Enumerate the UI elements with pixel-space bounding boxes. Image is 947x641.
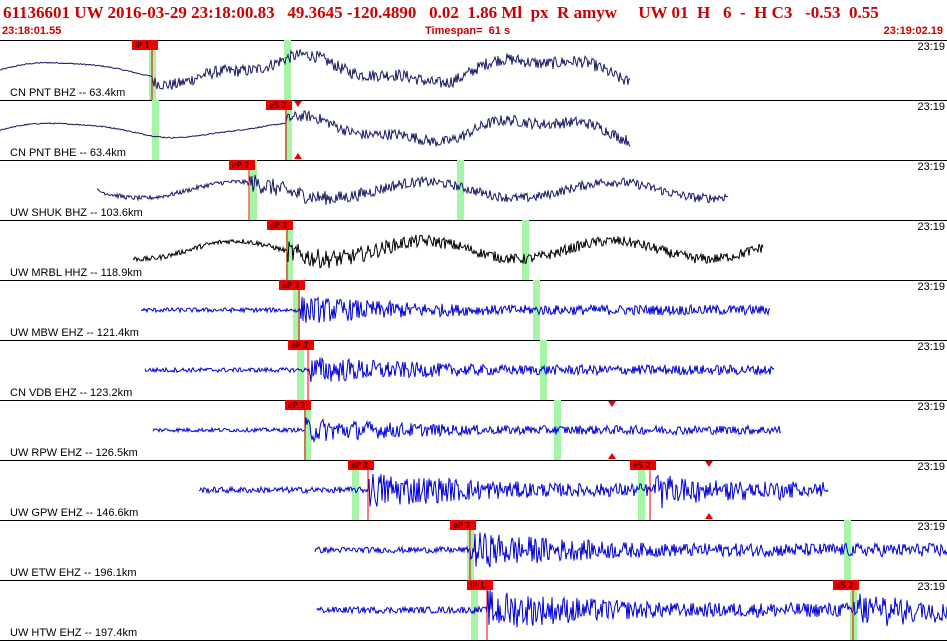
- timespan-label: Timespan= 61 s: [425, 25, 511, 37]
- waveform-trace: [198, 473, 829, 509]
- channel-label: CN PNT BHZ -- 63.4km: [10, 87, 126, 99]
- channel-label: UW GPW EHZ -- 146.6km: [10, 507, 139, 519]
- pick-label: eS 2: [836, 581, 854, 590]
- pick-label: eP 2: [291, 341, 308, 350]
- window-highlight: [533, 280, 540, 340]
- channel-label: UW ETW EHZ -- 196.1km: [10, 567, 137, 579]
- trace-canvas[interactable]: eP 2 eS 2: [0, 460, 947, 520]
- trace-panel[interactable]: iP 1 eS 2 UW HTW EHZ -- 197.4km 23:19: [0, 580, 947, 641]
- trace-canvas[interactable]: eP 2: [0, 160, 947, 220]
- pick-flag[interactable]: [267, 220, 293, 230]
- pick-label: eS 2: [269, 101, 287, 110]
- waveform-trace: [314, 532, 947, 568]
- pick-label: eP 2: [288, 401, 305, 410]
- pick-flag[interactable]: [132, 40, 158, 50]
- seismogram-panels[interactable]: iP 1 CN PNT BHZ -- 63.4km 23:19 eS 2 CN PNT …: [0, 40, 947, 641]
- pick-flag[interactable]: [348, 460, 374, 470]
- window-highlight: [286, 220, 293, 280]
- amplitude-marker-bottom: [608, 453, 616, 459]
- trace-canvas[interactable]: eP 2: [0, 340, 947, 400]
- time-tick-label: 23:19: [917, 461, 945, 473]
- trace-canvas[interactable]: eP 2: [0, 400, 947, 460]
- pick-flag[interactable]: [266, 100, 292, 110]
- channel-label: CN PNT BHE -- 63.4km: [10, 147, 126, 159]
- trace-panel[interactable]: eP 2 UW MBW EHZ -- 121.4km 23:19: [0, 280, 947, 341]
- amplitude-marker-top: [294, 101, 302, 107]
- time-tick-label: 23:19: [917, 161, 945, 173]
- trace-panel[interactable]: eP 2 UW ETW EHZ -- 196.1km 23:19: [0, 520, 947, 581]
- window-highlight: [284, 40, 291, 100]
- channel-label: UW HTW EHZ -- 197.4km: [10, 627, 138, 639]
- window-highlight: [638, 460, 645, 520]
- trace-panel[interactable]: eS 2 CN PNT BHE -- 63.4km 23:19: [0, 100, 947, 161]
- trace-canvas[interactable]: eP 2: [0, 520, 947, 580]
- channel-label: UW RPW EHZ -- 126.5km: [10, 447, 138, 459]
- pick-label: eP 2: [232, 161, 249, 170]
- pick-label: eS 2: [633, 461, 651, 470]
- time-tick-label: 23:19: [917, 341, 945, 353]
- waveform-trace: [144, 356, 775, 382]
- end-time: 23:19:02.19: [883, 25, 943, 37]
- window-highlight: [152, 100, 159, 160]
- pick-flag[interactable]: [630, 460, 656, 470]
- pick-label: eP 2: [282, 281, 299, 290]
- trace-panel[interactable]: eP 2 UW SHUK BHZ -- 103.6km 23:19: [0, 160, 947, 221]
- pick-flag[interactable]: [833, 580, 859, 590]
- channel-label: CN VDB EHZ -- 123.2km: [10, 387, 133, 399]
- window-highlight: [304, 400, 311, 460]
- trace-canvas[interactable]: iP 1 eS 2: [0, 580, 947, 640]
- window-highlight: [457, 160, 464, 220]
- pick-flag[interactable]: [229, 160, 255, 170]
- pick-label: iP 1: [135, 41, 150, 50]
- waveform-trace: [96, 174, 729, 206]
- waveform-trace: [0, 49, 631, 90]
- trace-panel[interactable]: eP 2 CN VDB EHZ -- 123.2km 23:19: [0, 340, 947, 401]
- pick-flag[interactable]: [288, 340, 314, 350]
- channel-label: UW MRBL HHZ -- 118.9km: [10, 267, 143, 279]
- pick-label: eP 2: [270, 221, 287, 230]
- pick-flag[interactable]: [467, 580, 493, 590]
- waveform-trace: [316, 589, 947, 628]
- window-highlight: [293, 280, 300, 340]
- window-header: 61136601 UW 2016-03-29 23:18:00.83 49.36…: [0, 0, 947, 41]
- pick-flag[interactable]: [450, 520, 476, 530]
- trace-canvas[interactable]: eP 2: [0, 280, 947, 340]
- amplitude-marker-bottom: [705, 513, 713, 519]
- event-title: 61136601 UW 2016-03-29 23:18:00.83 49.36…: [3, 3, 879, 22]
- pick-flag[interactable]: [285, 400, 311, 410]
- trace-canvas[interactable]: eS 2: [0, 100, 947, 160]
- waveform-trace: [132, 234, 764, 269]
- pick-label: eP 2: [453, 521, 470, 530]
- start-time: 23:18:01.55: [2, 25, 62, 37]
- trace-panel[interactable]: eP 2 eS 2 UW GPW EHZ -- 146.6km 23:19: [0, 460, 947, 521]
- time-tick-label: 23:19: [917, 101, 945, 113]
- time-tick-label: 23:19: [917, 401, 945, 413]
- time-tick-label: 23:19: [917, 281, 945, 293]
- waveform-trace: [152, 417, 782, 444]
- window-highlight: [540, 340, 547, 400]
- time-tick-label: 23:19: [917, 521, 945, 533]
- waveform-trace: [140, 296, 771, 323]
- time-tick-label: 23:19: [917, 221, 945, 233]
- pick-label: iP 1: [470, 581, 485, 590]
- trace-panel[interactable]: eP 2 UW RPW EHZ -- 126.5km 23:19: [0, 400, 947, 461]
- window-highlight: [285, 100, 292, 160]
- trace-canvas[interactable]: eP 2: [0, 220, 947, 280]
- window-highlight: [522, 220, 529, 280]
- channel-label: UW MBW EHZ -- 121.4km: [10, 327, 139, 339]
- channel-label: UW SHUK BHZ -- 103.6km: [10, 207, 143, 219]
- trace-panel[interactable]: eP 2 UW MRBL HHZ -- 118.9km 23:19: [0, 220, 947, 281]
- trace-panel[interactable]: iP 1 CN PNT BHZ -- 63.4km 23:19: [0, 40, 947, 101]
- time-tick-label: 23:19: [917, 41, 945, 53]
- amplitude-marker-top: [705, 461, 713, 467]
- waveform-trace: [0, 110, 631, 147]
- amplitude-marker-top: [608, 401, 616, 407]
- pick-label: eP 2: [351, 461, 368, 470]
- time-tick-label: 23:19: [917, 581, 945, 593]
- amplitude-marker-bottom: [294, 153, 302, 159]
- pick-flag[interactable]: [279, 280, 305, 290]
- trace-canvas[interactable]: iP 1: [0, 40, 947, 100]
